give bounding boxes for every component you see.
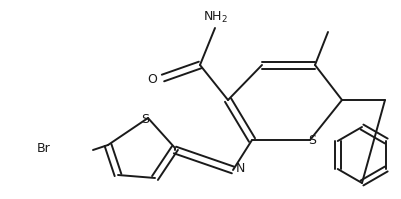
Text: S: S <box>141 113 149 126</box>
Text: O: O <box>147 73 157 87</box>
Text: Br: Br <box>37 141 51 154</box>
Text: NH$_2$: NH$_2$ <box>202 10 227 25</box>
Text: N: N <box>235 162 245 175</box>
Text: S: S <box>307 134 315 147</box>
